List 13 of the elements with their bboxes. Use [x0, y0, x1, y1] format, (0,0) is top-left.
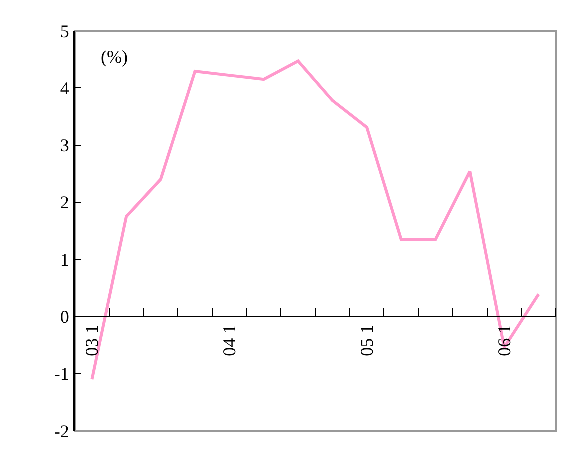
- annotation: (%): [101, 47, 128, 67]
- y-tick-label: 0: [60, 307, 70, 328]
- x-tick-label: 06 1: [494, 324, 514, 356]
- y-tick-label: 5: [60, 21, 70, 42]
- x-tick-label: 04 1: [219, 324, 240, 356]
- y-tick-label: -1: [54, 364, 70, 384]
- x-tick-label: 03 1: [82, 324, 102, 356]
- y-tick-label: -2: [54, 421, 70, 442]
- y-tick-label: 3: [60, 136, 70, 156]
- y-tick-label: 2: [60, 192, 70, 213]
- y-tick-label: 4: [60, 78, 70, 98]
- x-tick-label: 05 1: [356, 324, 377, 356]
- y-tick-label: 1: [60, 250, 70, 270]
